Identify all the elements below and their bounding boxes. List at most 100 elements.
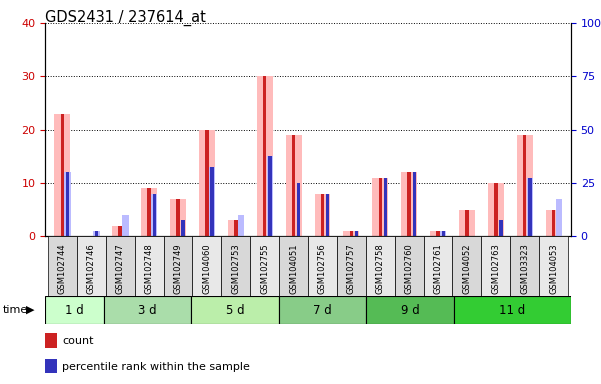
Bar bbox=[453, 236, 481, 296]
Bar bbox=[238, 215, 244, 236]
Bar bbox=[355, 231, 358, 236]
Bar bbox=[95, 231, 98, 236]
Text: 1 d: 1 d bbox=[65, 304, 84, 316]
Bar bbox=[199, 129, 215, 236]
Bar bbox=[314, 194, 331, 236]
Bar bbox=[77, 236, 106, 296]
Text: GSM102747: GSM102747 bbox=[116, 243, 124, 294]
Bar bbox=[250, 236, 279, 296]
Bar bbox=[263, 76, 266, 236]
Bar bbox=[182, 220, 185, 236]
Bar bbox=[523, 135, 526, 236]
Text: percentile rank within the sample: percentile rank within the sample bbox=[62, 362, 250, 372]
Bar bbox=[510, 236, 539, 296]
Text: GSM104060: GSM104060 bbox=[203, 243, 212, 294]
Text: GSM104053: GSM104053 bbox=[549, 243, 558, 294]
Text: GSM102749: GSM102749 bbox=[174, 243, 183, 294]
Bar bbox=[395, 236, 424, 296]
Bar bbox=[321, 194, 324, 236]
Bar bbox=[135, 236, 163, 296]
Bar bbox=[45, 359, 56, 373]
Text: GSM102753: GSM102753 bbox=[231, 243, 240, 294]
Bar bbox=[103, 296, 191, 324]
Bar bbox=[379, 177, 382, 236]
Text: count: count bbox=[62, 336, 93, 346]
Text: GSM102756: GSM102756 bbox=[318, 243, 327, 294]
Bar bbox=[55, 114, 70, 236]
Bar bbox=[118, 225, 122, 236]
Bar bbox=[112, 225, 128, 236]
Bar bbox=[122, 215, 129, 236]
Bar bbox=[147, 188, 151, 236]
Text: 11 d: 11 d bbox=[499, 304, 526, 316]
Text: GSM102746: GSM102746 bbox=[87, 243, 96, 294]
Bar bbox=[267, 156, 273, 236]
Bar bbox=[465, 210, 469, 236]
Bar bbox=[337, 236, 366, 296]
Text: GSM102757: GSM102757 bbox=[347, 243, 356, 294]
Bar bbox=[228, 220, 244, 236]
Text: GSM102758: GSM102758 bbox=[376, 243, 385, 294]
Text: GSM102760: GSM102760 bbox=[404, 243, 413, 294]
Text: GSM104052: GSM104052 bbox=[462, 243, 471, 294]
Bar bbox=[528, 177, 532, 236]
Text: 9 d: 9 d bbox=[401, 304, 419, 316]
Bar bbox=[192, 236, 221, 296]
Bar bbox=[153, 194, 156, 236]
Bar bbox=[170, 199, 186, 236]
Bar bbox=[191, 296, 279, 324]
Bar bbox=[499, 220, 503, 236]
Text: GDS2431 / 237614_at: GDS2431 / 237614_at bbox=[45, 10, 206, 26]
Bar bbox=[106, 236, 135, 296]
Bar bbox=[488, 183, 504, 236]
Bar bbox=[176, 199, 180, 236]
Bar bbox=[268, 156, 272, 236]
Bar bbox=[383, 177, 387, 236]
Text: 3 d: 3 d bbox=[138, 304, 157, 316]
Bar bbox=[163, 236, 192, 296]
Bar bbox=[308, 236, 337, 296]
Bar bbox=[285, 135, 302, 236]
Bar bbox=[221, 236, 250, 296]
Bar bbox=[326, 194, 329, 236]
Text: GSM102763: GSM102763 bbox=[492, 243, 500, 294]
Bar bbox=[66, 172, 69, 236]
Bar bbox=[424, 236, 453, 296]
Bar bbox=[64, 172, 71, 236]
Text: GSM103323: GSM103323 bbox=[520, 243, 529, 294]
Bar bbox=[209, 167, 215, 236]
Bar bbox=[61, 114, 64, 236]
Text: GSM104051: GSM104051 bbox=[289, 243, 298, 294]
Bar bbox=[45, 296, 103, 324]
Bar bbox=[234, 220, 237, 236]
Bar bbox=[539, 236, 568, 296]
Text: ▶: ▶ bbox=[26, 305, 35, 315]
Bar bbox=[366, 236, 395, 296]
Bar bbox=[151, 194, 157, 236]
Bar bbox=[552, 210, 555, 236]
Bar bbox=[401, 172, 417, 236]
Bar bbox=[205, 129, 209, 236]
Bar bbox=[210, 167, 214, 236]
Bar bbox=[546, 210, 561, 236]
Bar bbox=[459, 210, 475, 236]
Bar bbox=[350, 231, 353, 236]
Bar bbox=[48, 236, 77, 296]
Bar bbox=[45, 333, 56, 348]
Bar bbox=[430, 231, 446, 236]
Bar bbox=[413, 172, 416, 236]
Bar bbox=[257, 76, 273, 236]
Bar bbox=[367, 296, 454, 324]
Text: 7 d: 7 d bbox=[313, 304, 332, 316]
Bar bbox=[481, 236, 510, 296]
Text: 5 d: 5 d bbox=[225, 304, 244, 316]
Bar bbox=[556, 199, 562, 236]
Bar bbox=[343, 231, 359, 236]
Text: GSM102744: GSM102744 bbox=[58, 243, 67, 294]
Bar bbox=[279, 236, 308, 296]
Bar bbox=[407, 172, 411, 236]
Bar bbox=[297, 183, 300, 236]
Bar bbox=[292, 135, 295, 236]
Text: time: time bbox=[3, 305, 28, 315]
Bar bbox=[93, 231, 100, 236]
